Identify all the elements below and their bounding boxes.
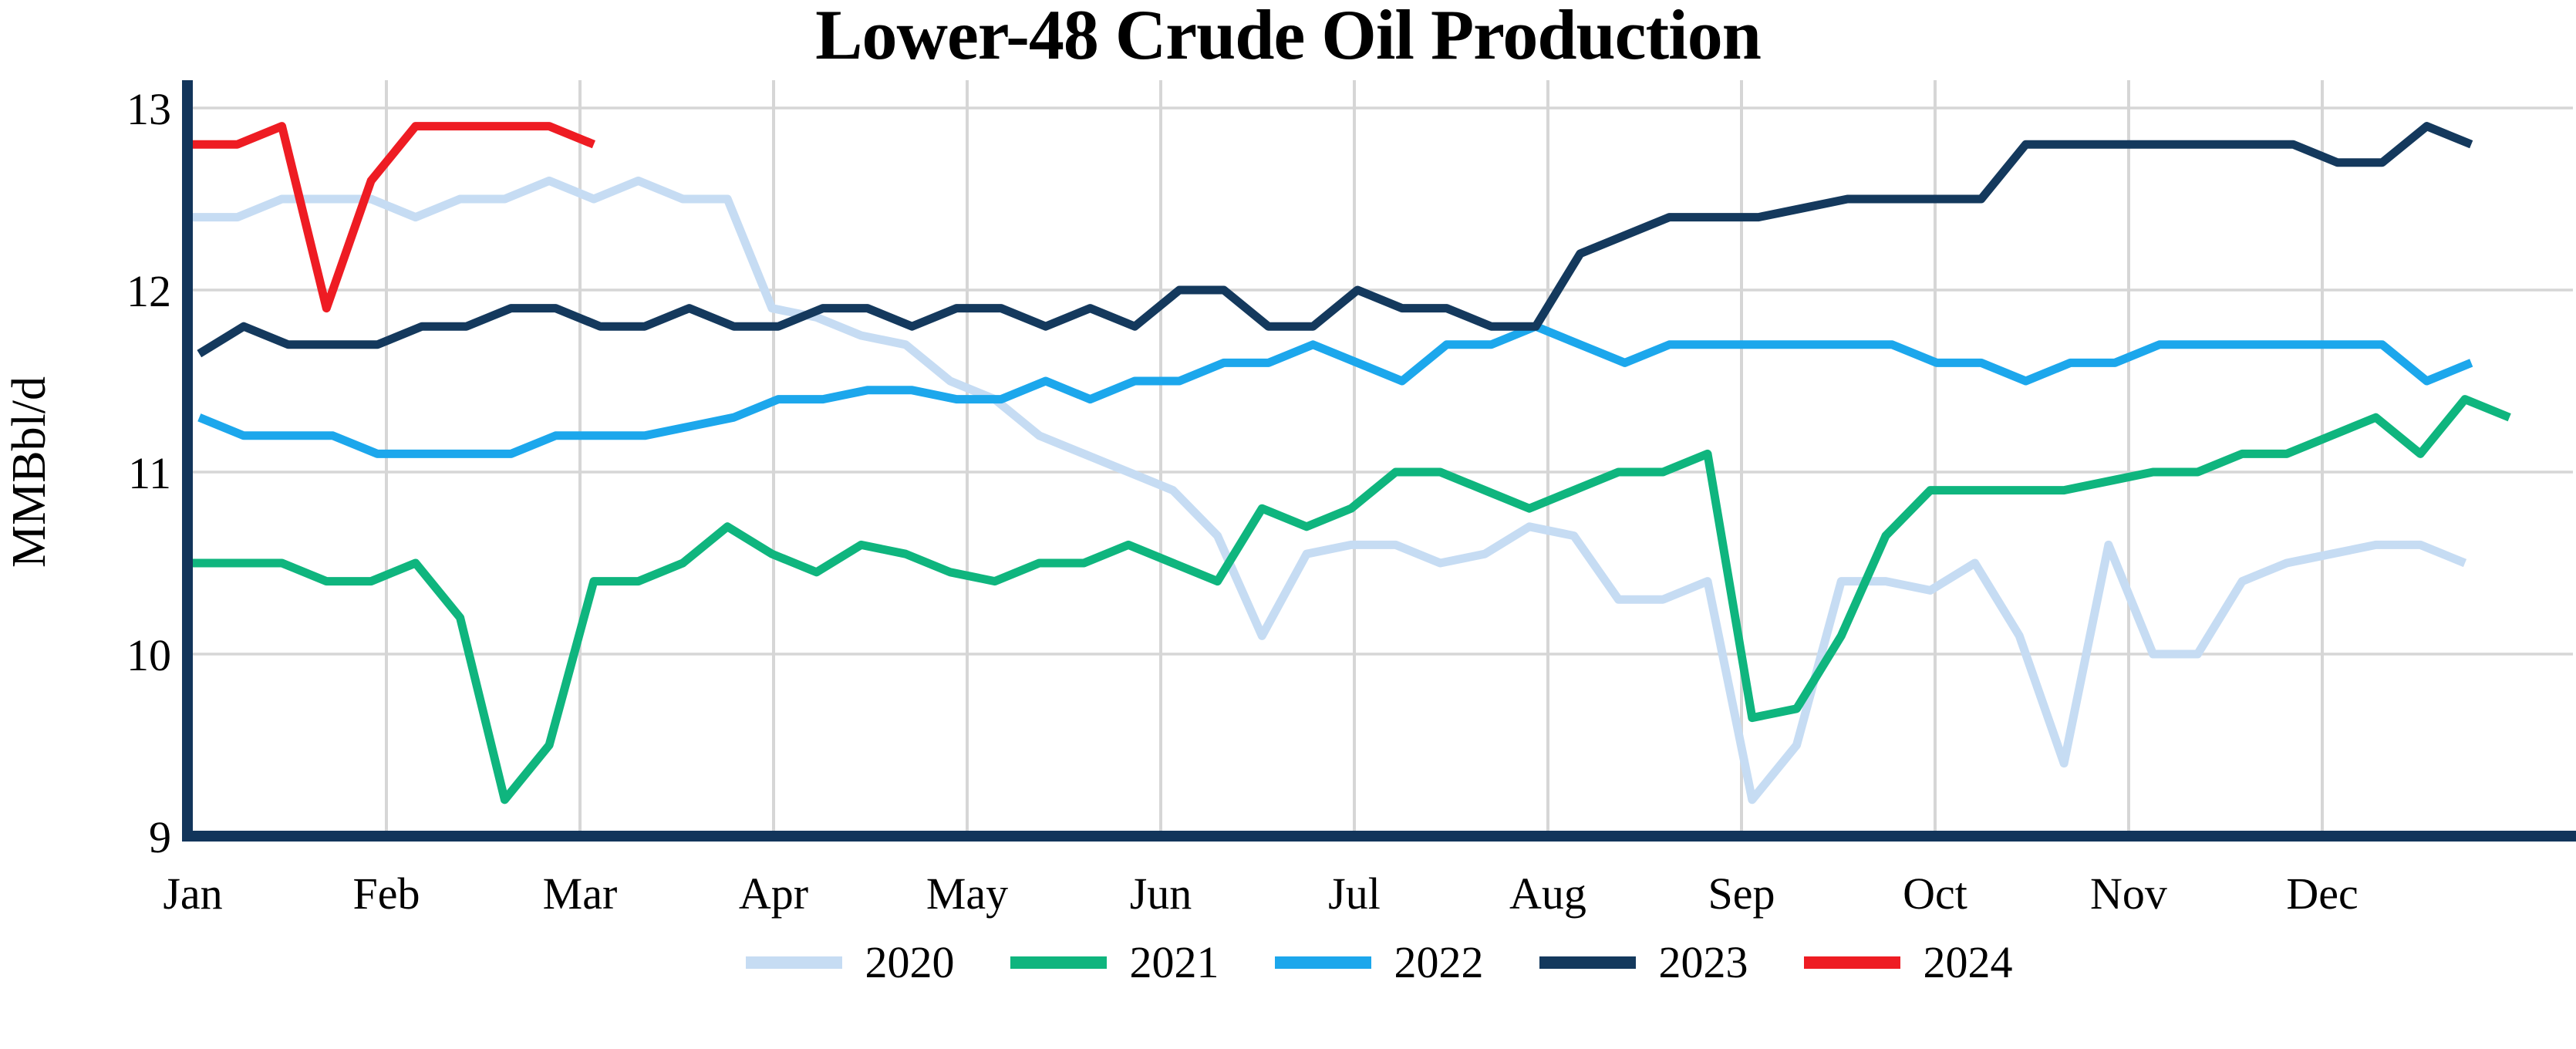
x-tick-apr: Apr xyxy=(739,869,808,919)
legend-swatch-2024 xyxy=(1803,956,1900,969)
x-tick-may: May xyxy=(926,869,1008,919)
legend-swatch-2022 xyxy=(1274,956,1371,969)
legend-item-2023: 2023 xyxy=(1539,940,1748,985)
x-tick-nov: Nov xyxy=(2090,869,2167,919)
y-tick-9: 9 xyxy=(149,812,171,862)
legend-label-2022: 2022 xyxy=(1394,937,1484,987)
legend-label-2021: 2021 xyxy=(1129,937,1219,987)
y-axis-spine xyxy=(182,80,193,841)
vertical-gridlines xyxy=(385,80,2324,831)
y-tick-12: 12 xyxy=(126,266,171,316)
x-tick-aug: Aug xyxy=(1509,869,1586,919)
y-tick-11: 11 xyxy=(128,448,171,498)
y-tick-10: 10 xyxy=(126,630,171,680)
x-tick-sep: Sep xyxy=(1708,869,1775,919)
legend-item-2024: 2024 xyxy=(1803,937,2013,987)
series-line-2023 xyxy=(197,122,2473,358)
legend-item-2020: 2020 xyxy=(745,937,955,987)
legend-item-2022: 2022 xyxy=(1274,937,1484,987)
x-tick-feb: Feb xyxy=(353,869,420,919)
x-tick-jan: Jan xyxy=(163,869,222,919)
legend-swatch-2021 xyxy=(1010,956,1107,969)
x-tick-dec: Dec xyxy=(2286,869,2358,919)
legend-swatch-2020 xyxy=(745,956,842,969)
series-line-2020 xyxy=(193,176,2467,804)
y-tick-labels: 13 12 11 10 9 xyxy=(126,84,171,862)
x-tick-oct: Oct xyxy=(1903,869,1967,919)
series-line-2021 xyxy=(193,395,2511,804)
horizontal-gridlines xyxy=(190,106,2573,656)
chart-title: Lower-48 Crude Oil Production xyxy=(815,0,1762,74)
legend-label-2023: 2023 xyxy=(1658,937,1748,987)
series-line-2022 xyxy=(197,322,2473,458)
x-tick-jul: Jul xyxy=(1328,869,1381,919)
x-axis-spine xyxy=(182,831,2576,842)
legend-label-2024: 2024 xyxy=(1923,937,2013,987)
legend-label-2020: 2020 xyxy=(865,937,955,987)
series-line-2024 xyxy=(193,122,595,313)
x-tick-jun: Jun xyxy=(1130,869,1192,919)
x-tick-labels: Jan Feb Mar Apr May Jun Jul Aug Sep Oct … xyxy=(163,869,2358,919)
legend: 2020 2021 2022 2023 2024 xyxy=(185,932,2573,993)
series-layer xyxy=(193,122,2511,804)
y-tick-13: 13 xyxy=(126,84,171,134)
y-axis-title: MMBbl/d xyxy=(3,376,56,568)
legend-item-2021: 2021 xyxy=(1010,940,1219,985)
x-tick-mar: Mar xyxy=(543,869,618,919)
legend-swatch-2023 xyxy=(1539,956,1636,969)
